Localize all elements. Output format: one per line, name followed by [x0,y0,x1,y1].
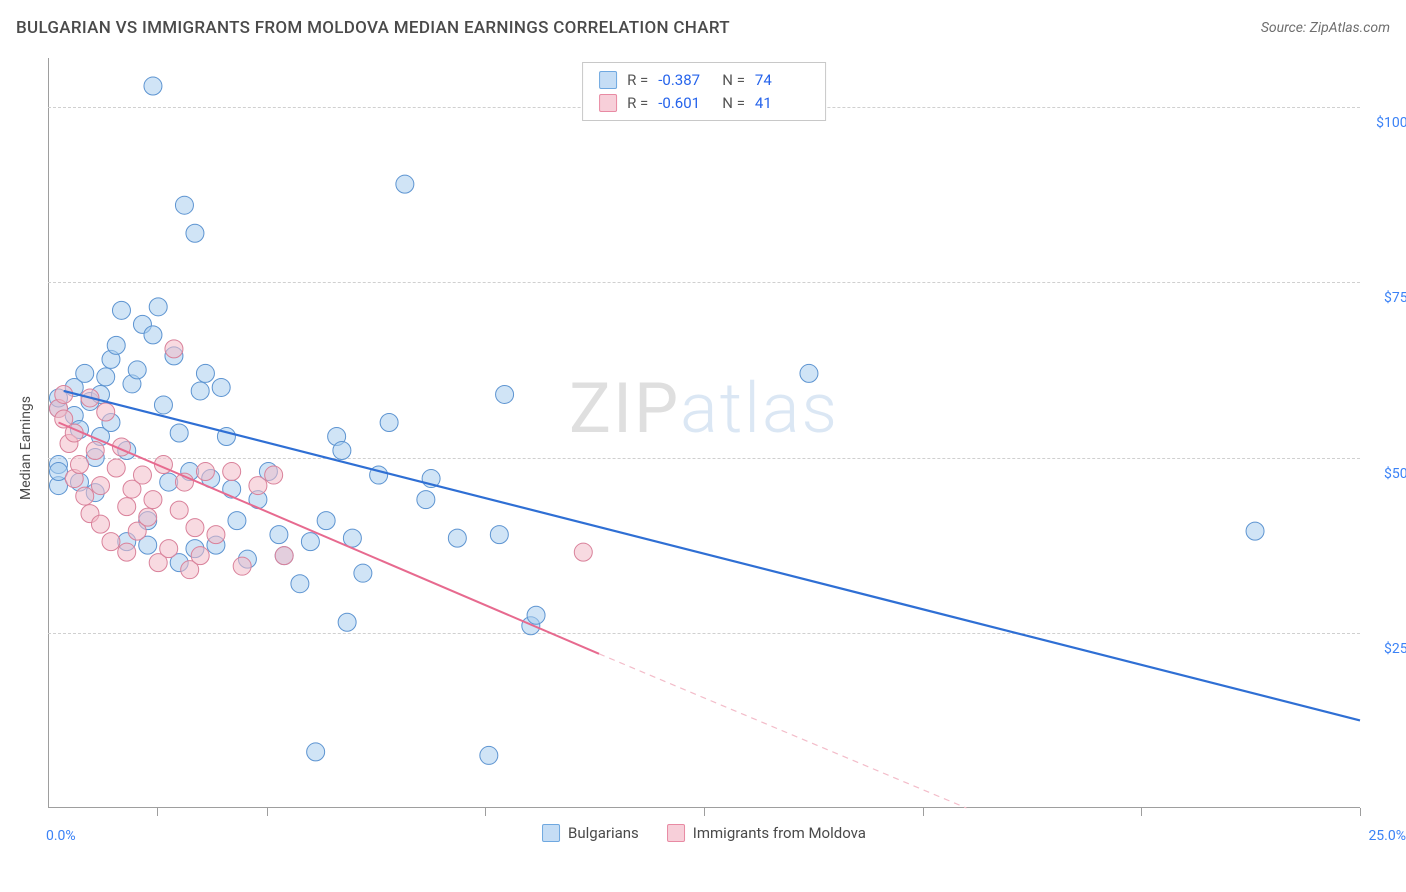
data-point [76,487,94,505]
data-point [480,746,498,764]
data-point [170,501,188,519]
scatter-svg [48,58,1360,838]
data-point [144,491,162,509]
legend: Bulgarians Immigrants from Moldova [542,824,866,842]
data-point [170,424,188,442]
data-point [800,364,818,382]
r-value: -0.601 [658,92,712,115]
x-max-label: 25.0% [1368,828,1406,844]
legend-label: Immigrants from Moldova [693,824,866,842]
data-point [354,564,372,582]
data-point [223,463,241,481]
data-point [160,540,178,558]
data-point [107,459,125,477]
data-point [144,326,162,344]
data-point [91,477,109,495]
data-point [396,175,414,193]
data-point [186,224,204,242]
data-point [139,508,157,526]
data-point [154,396,172,414]
trend-line [64,391,1360,720]
data-point [270,526,288,544]
data-point [191,547,209,565]
data-point [448,529,466,547]
data-point [118,543,136,561]
y-tick-label: $75,000 [1384,290,1406,306]
n-label: N = [722,92,745,115]
data-point [301,533,319,551]
data-point [76,364,94,382]
y-tick-label: $25,000 [1384,641,1406,657]
data-point [175,196,193,214]
data-point [233,557,251,575]
source-attribution: Source: ZipAtlas.com [1261,20,1390,36]
data-point [574,543,592,561]
data-point [149,298,167,316]
data-point [128,361,146,379]
x-tick [1360,808,1361,816]
data-point [1246,522,1264,540]
legend-swatch [542,824,560,842]
data-point [196,463,214,481]
data-point [417,491,435,509]
data-point [118,498,136,516]
chart-title: BULGARIAN VS IMMIGRANTS FROM MOLDOVA MED… [16,18,730,38]
correlation-stats-box: R = -0.387 N = 74 R = -0.601 N = 41 [582,62,826,121]
legend-label: Bulgarians [568,824,639,842]
data-point [490,526,508,544]
data-point [102,533,120,551]
data-point [196,364,214,382]
r-label: R = [627,92,648,115]
x-min-label: 0.0% [46,828,76,844]
data-point [249,477,267,495]
trend-line-extrapolated [599,654,966,808]
data-point [212,378,230,396]
data-point [165,340,183,358]
data-point [133,466,151,484]
y-tick-label: $50,000 [1384,466,1406,482]
data-point [97,368,115,386]
legend-item: Bulgarians [542,824,639,842]
data-point [70,456,88,474]
stats-row: R = -0.601 N = 41 [599,92,809,115]
data-point [496,385,514,403]
data-point [343,529,361,547]
r-label: R = [627,69,648,92]
data-point [91,515,109,533]
data-point [338,613,356,631]
data-point [228,512,246,530]
data-point [275,547,293,565]
n-label: N = [722,69,745,92]
data-point [317,512,335,530]
data-point [86,442,104,460]
n-value: 74 [755,69,809,92]
series-swatch [599,94,617,112]
series-swatch [599,71,617,89]
data-point [527,606,545,624]
data-point [55,385,73,403]
r-value: -0.387 [658,69,712,92]
data-point [307,743,325,761]
data-point [186,519,204,537]
y-axis-label: Median Earnings [18,396,34,500]
data-point [223,480,241,498]
n-value: 41 [755,92,809,115]
data-point [144,77,162,95]
data-point [107,336,125,354]
data-point [333,442,351,460]
legend-swatch [667,824,685,842]
legend-item: Immigrants from Moldova [667,824,866,842]
data-point [97,403,115,421]
y-tick-label: $100,000 [1376,115,1406,131]
data-point [207,526,225,544]
plot-area: $25,000$50,000$75,000$100,000 ZIPatlas R… [48,58,1360,838]
data-point [380,413,398,431]
data-point [191,382,209,400]
stats-row: R = -0.387 N = 74 [599,69,809,92]
data-point [265,466,283,484]
data-point [112,301,130,319]
data-point [291,575,309,593]
